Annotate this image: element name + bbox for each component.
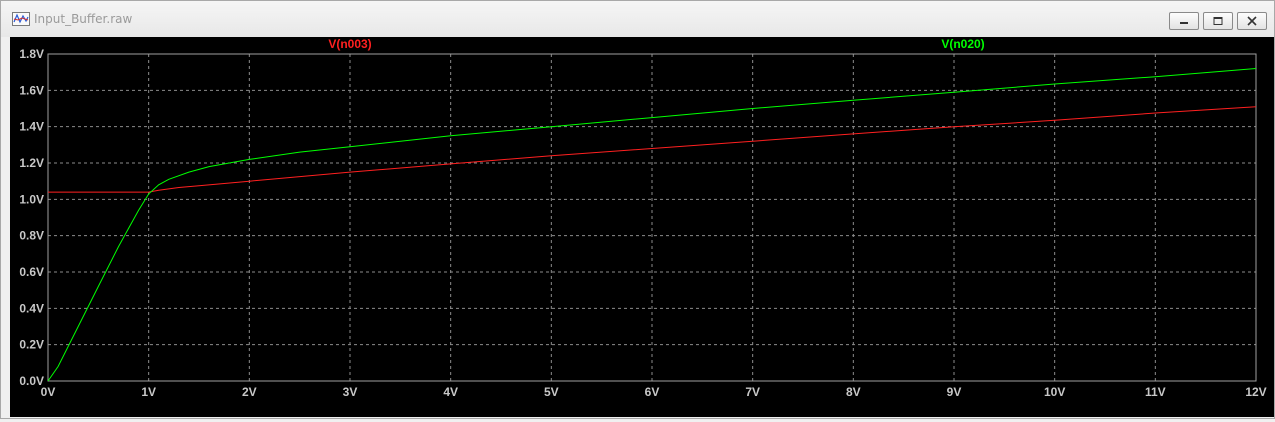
y-tick-label: 0.6V (19, 265, 44, 279)
waveform-icon (12, 12, 30, 26)
x-tick-label: 0V (41, 385, 56, 399)
restore-button[interactable] (1203, 12, 1233, 30)
x-tick-label: 8V (846, 385, 861, 399)
y-tick-label: 0.4V (19, 301, 44, 315)
y-tick-label: 1.6V (19, 83, 44, 97)
x-tick-label: 10V (1044, 385, 1065, 399)
y-tick-label: 1.8V (19, 47, 44, 61)
window-title: Input_Buffer.raw (34, 12, 133, 26)
y-tick-label: 0.0V (19, 374, 44, 388)
plot-area[interactable]: 0.0V 0.2V 0.4V 0.6V 0.8V 1.0V 1.2V 1.4V 1.6V 1.8V… (10, 37, 1274, 417)
y-tick-label: 1.0V (19, 192, 44, 206)
close-button[interactable] (1237, 12, 1267, 30)
legend-label-vn003: V(n003) (328, 37, 371, 51)
title-bar[interactable]: Input_Buffer.raw (1, 1, 1274, 37)
x-tick-label: 11V (1145, 385, 1166, 399)
x-tick-label: 6V (645, 385, 660, 399)
y-tick-label: 1.2V (19, 156, 44, 170)
x-tick-label: 5V (544, 385, 559, 399)
minimize-icon (1180, 22, 1188, 24)
series-line-vn003 (48, 106, 1257, 193)
close-icon (1247, 16, 1257, 26)
x-tick-label: 3V (343, 385, 358, 399)
series-line-vn020 (47, 68, 1257, 382)
legend-label-vn020: V(n020) (941, 37, 984, 51)
x-tick-label: 9V (947, 385, 962, 399)
x-tick-label: 4V (443, 385, 458, 399)
waveform-chart[interactable]: 0.0V 0.2V 0.4V 0.6V 0.8V 1.0V 1.2V 1.4V 1.6V 1.8V… (10, 37, 1274, 417)
x-tick-label: 1V (141, 385, 156, 399)
y-tick-label: 0.2V (19, 338, 44, 352)
x-tick-label: 12V (1245, 385, 1266, 399)
plot-border (47, 53, 1257, 382)
x-tick-label: 7V (745, 385, 760, 399)
y-tick-label: 0.8V (19, 229, 44, 243)
restore-icon (1213, 17, 1223, 25)
y-tick-label: 1.4V (19, 120, 44, 134)
x-tick-label: 2V (242, 385, 257, 399)
minimize-button[interactable] (1169, 12, 1199, 30)
